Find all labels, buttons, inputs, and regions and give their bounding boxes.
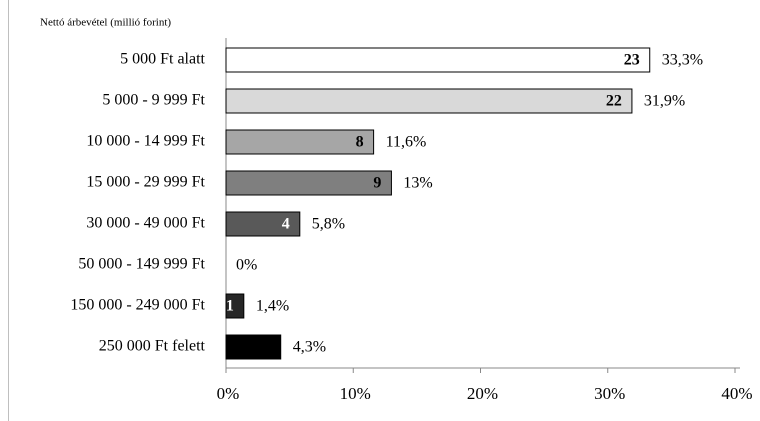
y-tick-label: 10 000 - 14 999 Ft	[86, 133, 205, 150]
bar	[225, 170, 392, 196]
count-label: 9	[373, 175, 381, 192]
value-label: 1,4%	[256, 298, 289, 315]
value-label: 4,3%	[293, 339, 326, 356]
x-tick-label: 20%	[467, 384, 498, 403]
y-tick-label: 15 000 - 29 999 Ft	[86, 174, 205, 191]
y-tick-label: 150 000 - 249 000 Ft	[70, 297, 205, 314]
value-label: 5,8%	[312, 216, 345, 233]
value-label: 31,9%	[644, 93, 685, 110]
x-tick-label: 30%	[594, 384, 625, 403]
count-label: 23	[624, 52, 640, 69]
count-label: 22	[606, 93, 622, 110]
value-label: 11,6%	[386, 134, 427, 151]
count-label: 1	[226, 298, 234, 315]
bar	[225, 129, 375, 155]
bar	[225, 47, 651, 73]
y-tick-label: 30 000 - 49 000 Ft	[86, 215, 205, 232]
chart-title: Nettó árbevétel (millió forint)	[40, 17, 171, 29]
value-label: 13%	[403, 175, 432, 192]
y-tick-label: 5 000 Ft alatt	[120, 51, 205, 68]
count-label: 4	[282, 216, 290, 233]
x-tick-label: 0%	[217, 384, 240, 403]
value-label: 33,3%	[662, 52, 703, 69]
y-tick-label: 5 000 - 9 999 Ft	[102, 92, 205, 109]
count-label: 8	[356, 134, 364, 151]
bar	[225, 334, 282, 360]
bar	[225, 293, 245, 319]
y-tick-label: 50 000 - 149 999 Ft	[78, 256, 205, 273]
bar	[225, 211, 301, 237]
y-tick-label: 250 000 Ft felett	[99, 338, 206, 355]
x-tick-label: 10%	[340, 384, 371, 403]
bar	[225, 88, 633, 114]
value-label: 0%	[236, 257, 257, 274]
x-tick-label: 40%	[721, 384, 752, 403]
